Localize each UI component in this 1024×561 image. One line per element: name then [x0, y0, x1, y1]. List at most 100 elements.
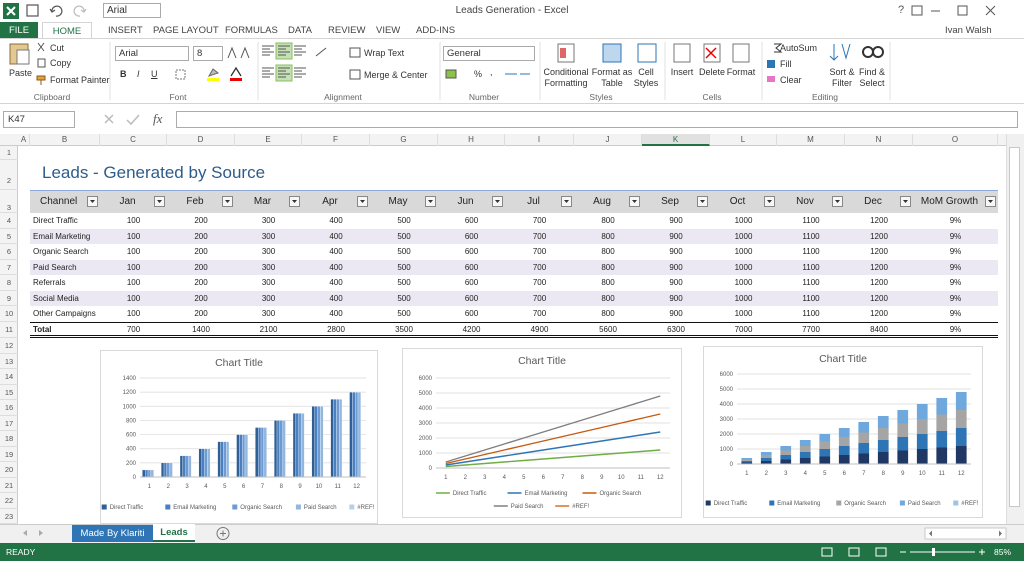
table-cell: 700: [126, 324, 141, 334]
filter-arrow-icon: [157, 200, 162, 203]
table-cell: 700: [532, 216, 547, 225]
paste-icon-sheet: [16, 49, 30, 65]
percent-button[interactable]: %: [474, 69, 483, 79]
table-cell: 700: [532, 278, 547, 287]
cells-button[interactable]: Format: [726, 67, 756, 77]
h-scrollbar: [924, 527, 1007, 540]
fill-color-icon: [207, 78, 219, 81]
ribbon-tab[interactable]: ADD-INS: [416, 25, 456, 36]
autosum-button[interactable]: AutoSum: [780, 43, 818, 53]
style-button[interactable]: Formatting: [544, 78, 588, 88]
ribbon-tab[interactable]: VIEW: [376, 25, 401, 36]
zoom-level[interactable]: 85%: [994, 547, 1012, 557]
sheet-tab[interactable]: Made By Klariti: [72, 525, 153, 542]
style-button[interactable]: Styles: [633, 78, 659, 88]
ribbon-tab[interactable]: REVIEW: [328, 25, 366, 36]
bar: [780, 450, 792, 455]
wrap-text-button[interactable]: Wrap Text: [364, 48, 405, 58]
help-button[interactable]: ?: [898, 4, 905, 16]
font-box[interactable]: Arial: [103, 3, 161, 18]
ribbon-tab[interactable]: FORMULAS: [225, 25, 278, 36]
user-name[interactable]: Ivan Walsh: [945, 25, 992, 36]
bar: [780, 459, 792, 464]
x-tick-label: 5: [522, 475, 526, 481]
fx-button[interactable]: fx: [153, 111, 163, 126]
italic-button[interactable]: I: [137, 69, 140, 79]
bar: [955, 446, 967, 464]
table-cell: 9%: [949, 278, 962, 287]
table-header: Aug: [593, 196, 611, 207]
filter-arrow: [903, 200, 908, 203]
editing-button[interactable]: Select: [859, 78, 885, 88]
filter-arrow-icon: [90, 200, 95, 203]
fill-button[interactable]: Fill: [780, 59, 792, 69]
table-header: MoM Growth: [920, 196, 979, 207]
sheet-tab[interactable]: Leads: [153, 524, 195, 542]
row-header: 17: [0, 416, 18, 431]
align-selected: [275, 42, 293, 60]
legend-label: Direct Traffic: [453, 491, 487, 497]
line-series: [445, 449, 661, 468]
x-tick-label: 1: [745, 471, 749, 477]
bar: [279, 420, 283, 478]
row-header-bar: [0, 146, 18, 524]
row-header: 5: [0, 229, 18, 244]
comma-button[interactable]: ,: [490, 67, 493, 77]
copy-icon: [37, 58, 46, 68]
editing-button[interactable]: Filter: [832, 78, 852, 88]
font-name-box[interactable]: Arial: [115, 46, 189, 61]
bar: [916, 434, 928, 449]
bar: [223, 441, 227, 478]
filter-arrow: [564, 200, 569, 203]
align-selected: [275, 64, 293, 82]
chart-title: Chart Title: [518, 355, 566, 367]
table-cell: 9%: [949, 262, 962, 272]
formula-input[interactable]: [176, 111, 1018, 128]
bold-button[interactable]: B: [120, 69, 127, 79]
table-row: [30, 306, 998, 322]
ribbon-tab[interactable]: DATA: [288, 25, 312, 36]
copy-button[interactable]: Copy: [50, 58, 72, 68]
format-painter-button[interactable]: Format Painter: [50, 75, 110, 85]
table-cell: 1400: [192, 324, 210, 334]
column-header: H: [438, 134, 505, 146]
legend-key: [165, 504, 171, 510]
merge-icon: [349, 69, 361, 80]
editing-button[interactable]: Sort &: [829, 67, 855, 77]
merge-center-button[interactable]: Merge & Center: [364, 70, 428, 80]
editing-button[interactable]: Find &: [858, 67, 885, 77]
x-tick-label: 3: [185, 484, 189, 490]
bar: [858, 443, 870, 454]
ribbon-tab[interactable]: FILE: [0, 22, 38, 39]
column-header: K: [642, 134, 710, 146]
nav-next: [39, 530, 43, 536]
paste-button[interactable]: Paste: [9, 68, 33, 78]
name-box[interactable]: K47: [3, 111, 75, 128]
undo-icon: [49, 5, 63, 17]
scroll-thumb[interactable]: [1009, 147, 1020, 507]
style-button[interactable]: Cell: [638, 67, 654, 77]
sheet-nav: [23, 527, 1007, 540]
cut-button[interactable]: Cut: [50, 43, 65, 53]
ribbon-tab[interactable]: PAGE LAYOUT: [153, 25, 219, 36]
ribbon-tab[interactable]: HOME: [42, 22, 92, 39]
clear-button[interactable]: Clear: [780, 75, 802, 85]
row-header: 18: [0, 431, 18, 447]
ribbon-tab[interactable]: INSERT: [108, 25, 143, 36]
orientation-icon: [315, 47, 327, 57]
title-bar-icons: [3, 3, 996, 19]
style-button[interactable]: Table: [601, 78, 623, 88]
table-header: Jun: [457, 196, 474, 207]
cells-button[interactable]: Delete: [698, 67, 725, 77]
underline-button[interactable]: U: [151, 69, 158, 79]
cells-button[interactable]: Insert: [670, 67, 694, 77]
column-header: E: [235, 134, 302, 146]
font-size-box[interactable]: 8: [193, 46, 223, 61]
number-format-box[interactable]: General: [443, 46, 535, 61]
table-cell: 200: [194, 278, 208, 287]
y-tick-label: 1000: [720, 447, 734, 453]
filter-arrow-icon: [903, 200, 908, 203]
style-button[interactable]: Format as: [591, 67, 633, 77]
legend-label: Direct Traffic: [714, 501, 748, 507]
style-button[interactable]: Conditional: [543, 67, 589, 77]
